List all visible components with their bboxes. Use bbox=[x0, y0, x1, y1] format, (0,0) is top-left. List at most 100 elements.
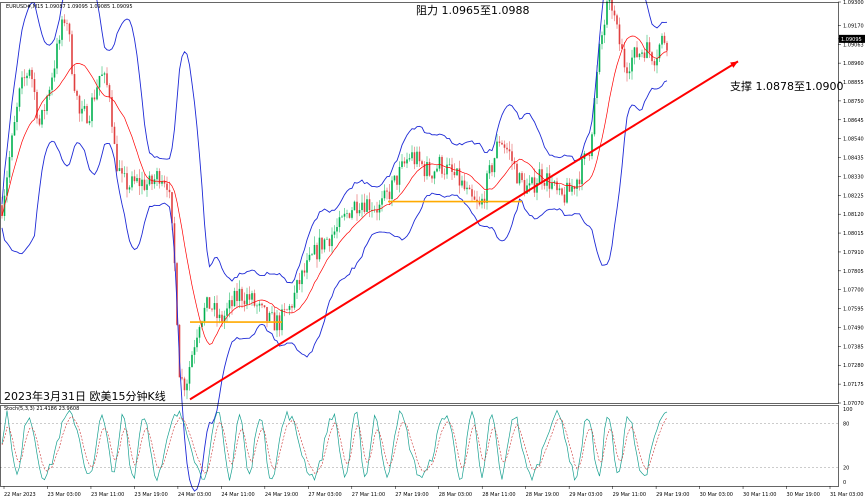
candle-body bbox=[651, 52, 653, 62]
candle bbox=[431, 175, 433, 183]
candle bbox=[243, 292, 246, 312]
candle-body bbox=[391, 180, 393, 199]
candle-body bbox=[548, 173, 551, 189]
price-tick-label: 1.08225 bbox=[843, 193, 864, 199]
candle bbox=[336, 218, 338, 239]
candle bbox=[168, 181, 171, 199]
candle-body bbox=[263, 305, 266, 308]
candle-body bbox=[626, 67, 628, 74]
candle-body bbox=[556, 181, 558, 191]
candle-body bbox=[603, 24, 606, 36]
stochastic-panel-border bbox=[0, 405, 839, 487]
candle-body bbox=[538, 169, 541, 184]
candle bbox=[636, 41, 638, 58]
candle-body bbox=[213, 303, 216, 310]
candle bbox=[601, 31, 603, 50]
candle-body bbox=[653, 61, 656, 66]
price-tick-label: 1.09300 bbox=[843, 0, 864, 6]
candle-body bbox=[196, 337, 198, 348]
candle bbox=[198, 325, 201, 344]
candle bbox=[558, 184, 561, 196]
chart-caption: 2023年3月31日 欧美15分钟K线 bbox=[4, 389, 166, 403]
candle bbox=[176, 261, 178, 326]
candle bbox=[321, 237, 323, 254]
candle bbox=[196, 329, 198, 352]
candle bbox=[206, 296, 208, 312]
candle-body bbox=[593, 98, 596, 135]
candle-body bbox=[456, 168, 458, 176]
candle bbox=[416, 146, 418, 168]
candle bbox=[238, 280, 241, 309]
candle-body bbox=[188, 367, 191, 384]
time-tick-label: 22 Mar 2023 bbox=[4, 492, 36, 498]
candle-body bbox=[328, 238, 331, 247]
candle bbox=[328, 238, 331, 252]
candle-body bbox=[123, 173, 126, 174]
time-tick-label: 24 Mar 11:00 bbox=[221, 492, 254, 498]
candle bbox=[291, 303, 293, 314]
candle-body bbox=[281, 309, 283, 331]
candle bbox=[571, 178, 573, 196]
candle-body bbox=[108, 85, 111, 97]
candle bbox=[31, 67, 33, 88]
candle-body bbox=[623, 48, 626, 68]
candle-body bbox=[286, 309, 288, 311]
candle bbox=[378, 200, 381, 221]
time-tick-label: 30 Mar 19:00 bbox=[787, 492, 820, 498]
candle bbox=[406, 152, 408, 169]
candle bbox=[428, 158, 431, 177]
candle bbox=[383, 184, 386, 201]
candle bbox=[456, 168, 458, 177]
candle-body bbox=[53, 68, 56, 78]
candle bbox=[556, 177, 558, 195]
candle bbox=[193, 339, 196, 364]
candle-body bbox=[646, 42, 648, 58]
candle bbox=[473, 190, 476, 201]
candle bbox=[13, 115, 16, 136]
candle-body bbox=[88, 121, 91, 124]
candle bbox=[606, 0, 608, 28]
candle bbox=[191, 351, 193, 368]
candle-body bbox=[201, 321, 203, 328]
candle bbox=[623, 41, 626, 73]
candle bbox=[126, 166, 128, 198]
candle-body bbox=[503, 144, 506, 148]
candle bbox=[583, 150, 586, 166]
candle-body bbox=[508, 149, 511, 152]
candle bbox=[326, 236, 328, 240]
candle bbox=[581, 153, 583, 191]
candle-body bbox=[536, 183, 538, 193]
candle bbox=[371, 202, 373, 218]
candle-body bbox=[161, 181, 163, 184]
candle-body bbox=[631, 57, 633, 72]
candle bbox=[33, 72, 36, 100]
candle bbox=[73, 65, 76, 93]
candle bbox=[186, 379, 188, 400]
candle-body bbox=[416, 151, 418, 165]
candle-body bbox=[241, 288, 243, 301]
candle-body bbox=[106, 73, 108, 86]
candle bbox=[88, 115, 91, 126]
candle-body bbox=[398, 166, 401, 185]
candle-body bbox=[396, 175, 398, 185]
candle-body bbox=[641, 52, 643, 54]
candle bbox=[101, 66, 103, 77]
price-tick-label: 1.07700 bbox=[843, 288, 864, 294]
candle bbox=[161, 174, 163, 187]
price-tick-label: 1.07805 bbox=[843, 269, 864, 275]
candle bbox=[521, 171, 523, 183]
candle bbox=[106, 67, 108, 88]
time-tick-label: 29 Mar 03:00 bbox=[569, 492, 602, 498]
candle-body bbox=[101, 74, 103, 76]
stochastic-tick-label: 0 bbox=[843, 480, 846, 486]
candle-body bbox=[306, 260, 308, 273]
time-tick-label: 30 Mar 11:00 bbox=[743, 492, 776, 498]
candle bbox=[483, 191, 486, 209]
time-tick-label: 27 Mar 19:00 bbox=[395, 492, 428, 498]
candle bbox=[183, 376, 186, 397]
candle bbox=[111, 90, 113, 134]
candle-body bbox=[318, 237, 321, 260]
time-tick-label: 27 Mar 11:00 bbox=[352, 492, 385, 498]
